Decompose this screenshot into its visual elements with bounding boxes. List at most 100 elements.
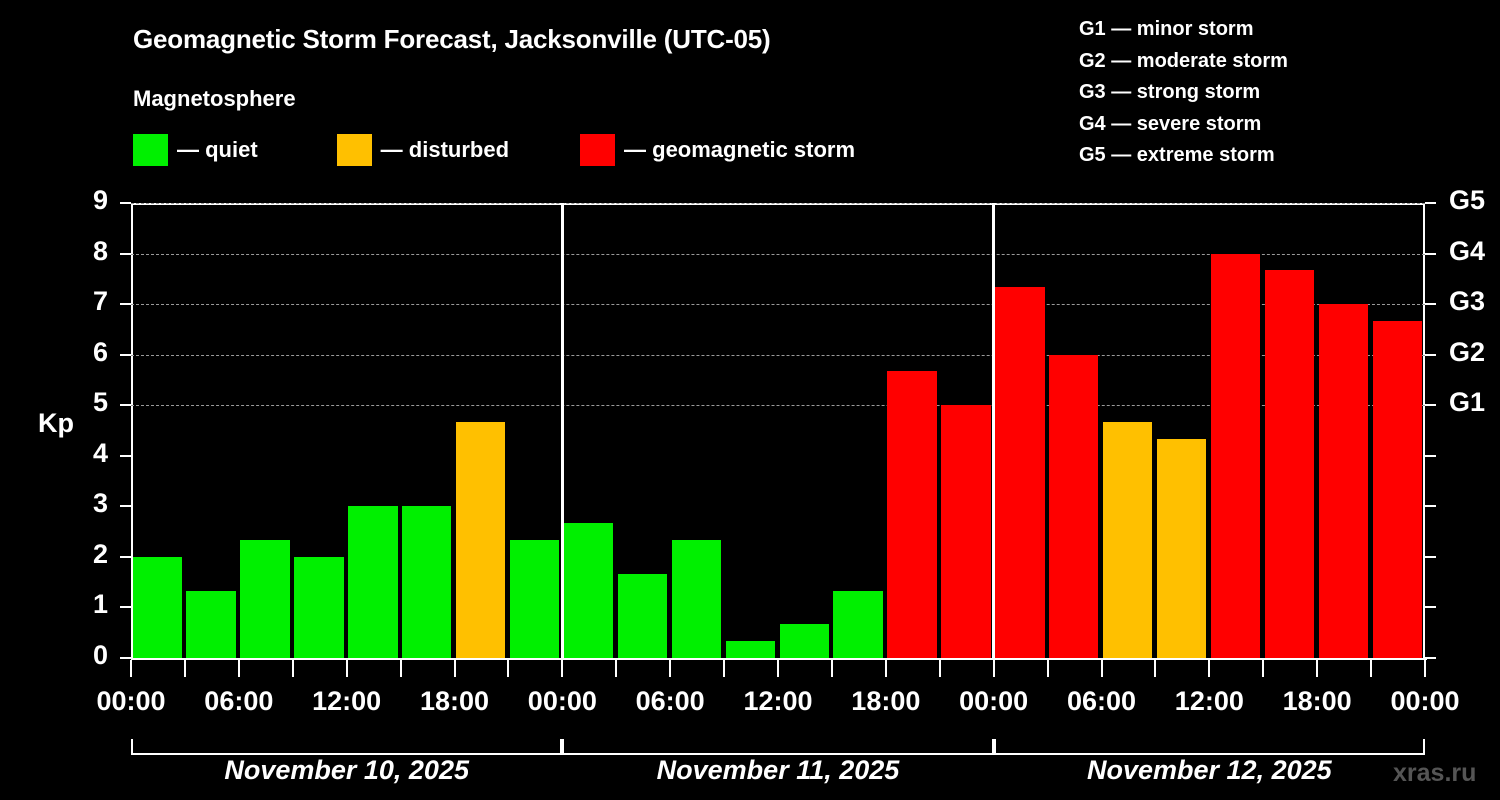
bar[interactable] xyxy=(509,540,560,658)
legend-item-label: — quiet xyxy=(177,137,258,162)
bar[interactable] xyxy=(1264,270,1315,658)
x-tick-5 xyxy=(399,660,402,677)
y-axis-title: Kp xyxy=(38,408,74,438)
x-tick-label-5: 06:00 xyxy=(635,686,705,716)
bar[interactable] xyxy=(240,540,290,658)
bar[interactable] xyxy=(617,573,668,658)
gridline-kp-5 xyxy=(131,405,1425,407)
x-tick-18 xyxy=(1100,660,1103,677)
disturbed-swatch xyxy=(336,134,372,166)
bar[interactable] xyxy=(563,523,614,658)
g-tick-label-G4: G4 xyxy=(1449,235,1486,266)
y-tick-label-2: 2 xyxy=(92,538,108,569)
bar[interactable] xyxy=(833,590,883,658)
plot-area xyxy=(131,203,1425,658)
legend: — quiet — disturbed — geomagnetic storm xyxy=(133,133,855,167)
x-tick-label-1: 06:00 xyxy=(204,686,274,716)
x-axis xyxy=(131,658,1427,660)
y-tick-label-0: 0 xyxy=(92,640,108,670)
g-tick-label-G2: G2 xyxy=(1449,336,1486,367)
bar[interactable] xyxy=(1103,421,1153,658)
x-tick-1 xyxy=(183,660,186,677)
y-tick-8 xyxy=(120,252,131,255)
day-separator-2 xyxy=(992,203,996,658)
x-tick-7 xyxy=(507,660,510,677)
bar[interactable] xyxy=(1210,253,1261,658)
g-axis-minor-tick-1 xyxy=(1425,606,1436,609)
day-separator-1 xyxy=(560,203,564,658)
magnetosphere-label: Magnetosphere xyxy=(133,86,296,111)
y-tick-label-9: 9 xyxy=(92,185,108,215)
bar[interactable] xyxy=(456,421,506,658)
g-axis-minor-tick-2 xyxy=(1425,555,1436,558)
g-scale-row-3: G3 — strong storm xyxy=(1079,81,1261,103)
x-tick-label-6: 12:00 xyxy=(743,686,813,716)
bar[interactable] xyxy=(402,506,452,658)
x-tick-16 xyxy=(992,660,995,677)
x-tick-label-0: 00:00 xyxy=(96,686,166,716)
y-tick-label-6: 6 xyxy=(92,336,108,367)
y-tick-0 xyxy=(120,657,131,659)
gridline-kp-6 xyxy=(131,354,1425,356)
bar[interactable] xyxy=(671,540,722,658)
x-tick-label-8: 00:00 xyxy=(959,686,1029,716)
g-scale-row-4: G4 — severe storm xyxy=(1079,112,1262,135)
gridline-kp-7 xyxy=(131,304,1425,306)
g-tick-G5 xyxy=(1425,202,1436,204)
y-tick-label-7: 7 xyxy=(92,286,108,317)
date-bracket-2 xyxy=(562,739,994,755)
x-tick-label-2: 12:00 xyxy=(312,686,382,716)
y-tick-3 xyxy=(120,505,131,508)
bar[interactable] xyxy=(186,590,236,658)
g-axis-minor-tick-4 xyxy=(1425,454,1436,457)
g-scale-row-2: G2 — moderate storm xyxy=(1079,49,1288,72)
x-tick-label-10: 12:00 xyxy=(1174,686,1244,716)
x-tick-10 xyxy=(669,660,672,677)
g-scale-row-1: G1 — minor storm xyxy=(1079,18,1254,40)
g-tick-label-G3: G3 xyxy=(1449,286,1486,317)
y-tick-label-4: 4 xyxy=(92,437,108,468)
date-label-1: November 10, 2025 xyxy=(224,755,469,785)
date-label-3: November 12, 2025 xyxy=(1086,755,1332,785)
x-tick-19 xyxy=(1154,660,1157,677)
x-tick-11 xyxy=(723,660,726,677)
bar[interactable] xyxy=(1049,354,1099,658)
g-tick-G4 xyxy=(1425,252,1436,255)
bar[interactable] xyxy=(348,506,398,658)
y-tick-label-3: 3 xyxy=(92,488,108,519)
x-tick-4 xyxy=(345,660,348,677)
date-bracket-3 xyxy=(993,739,1425,755)
bar[interactable] xyxy=(1318,304,1369,658)
x-tick-14 xyxy=(884,660,887,677)
y-tick-7 xyxy=(120,303,131,306)
x-tick-21 xyxy=(1262,660,1265,677)
bar[interactable] xyxy=(1156,439,1207,658)
bar[interactable] xyxy=(995,287,1045,658)
y-tick-1 xyxy=(120,606,131,609)
x-tick-13 xyxy=(830,660,833,677)
x-tick-23 xyxy=(1370,660,1373,677)
bar[interactable] xyxy=(725,641,775,658)
g-tick-G3 xyxy=(1425,303,1436,306)
y-axis-right xyxy=(1423,203,1425,660)
x-tick-label-3: 18:00 xyxy=(419,686,490,716)
gridline-kp-8 xyxy=(131,253,1425,255)
storm-swatch xyxy=(580,134,616,166)
gridline-kp-9 xyxy=(131,203,1425,204)
x-tick-12 xyxy=(777,660,779,677)
g-tick-G1 xyxy=(1425,404,1436,407)
bar[interactable] xyxy=(294,556,344,658)
y-tick-2 xyxy=(120,555,131,558)
legend-item-1: — disturbed xyxy=(336,134,509,166)
bar[interactable] xyxy=(1372,320,1422,658)
x-tick-label-11: 18:00 xyxy=(1282,686,1352,716)
bar[interactable] xyxy=(887,371,937,658)
x-tick-2 xyxy=(237,660,240,677)
bar[interactable] xyxy=(132,556,182,658)
bar[interactable] xyxy=(779,624,829,658)
bar[interactable] xyxy=(941,405,991,658)
y-axis-left xyxy=(131,203,133,660)
x-tick-9 xyxy=(615,660,618,677)
date-bracket-1 xyxy=(131,739,563,755)
g-axis-minor-tick-3 xyxy=(1425,505,1436,508)
